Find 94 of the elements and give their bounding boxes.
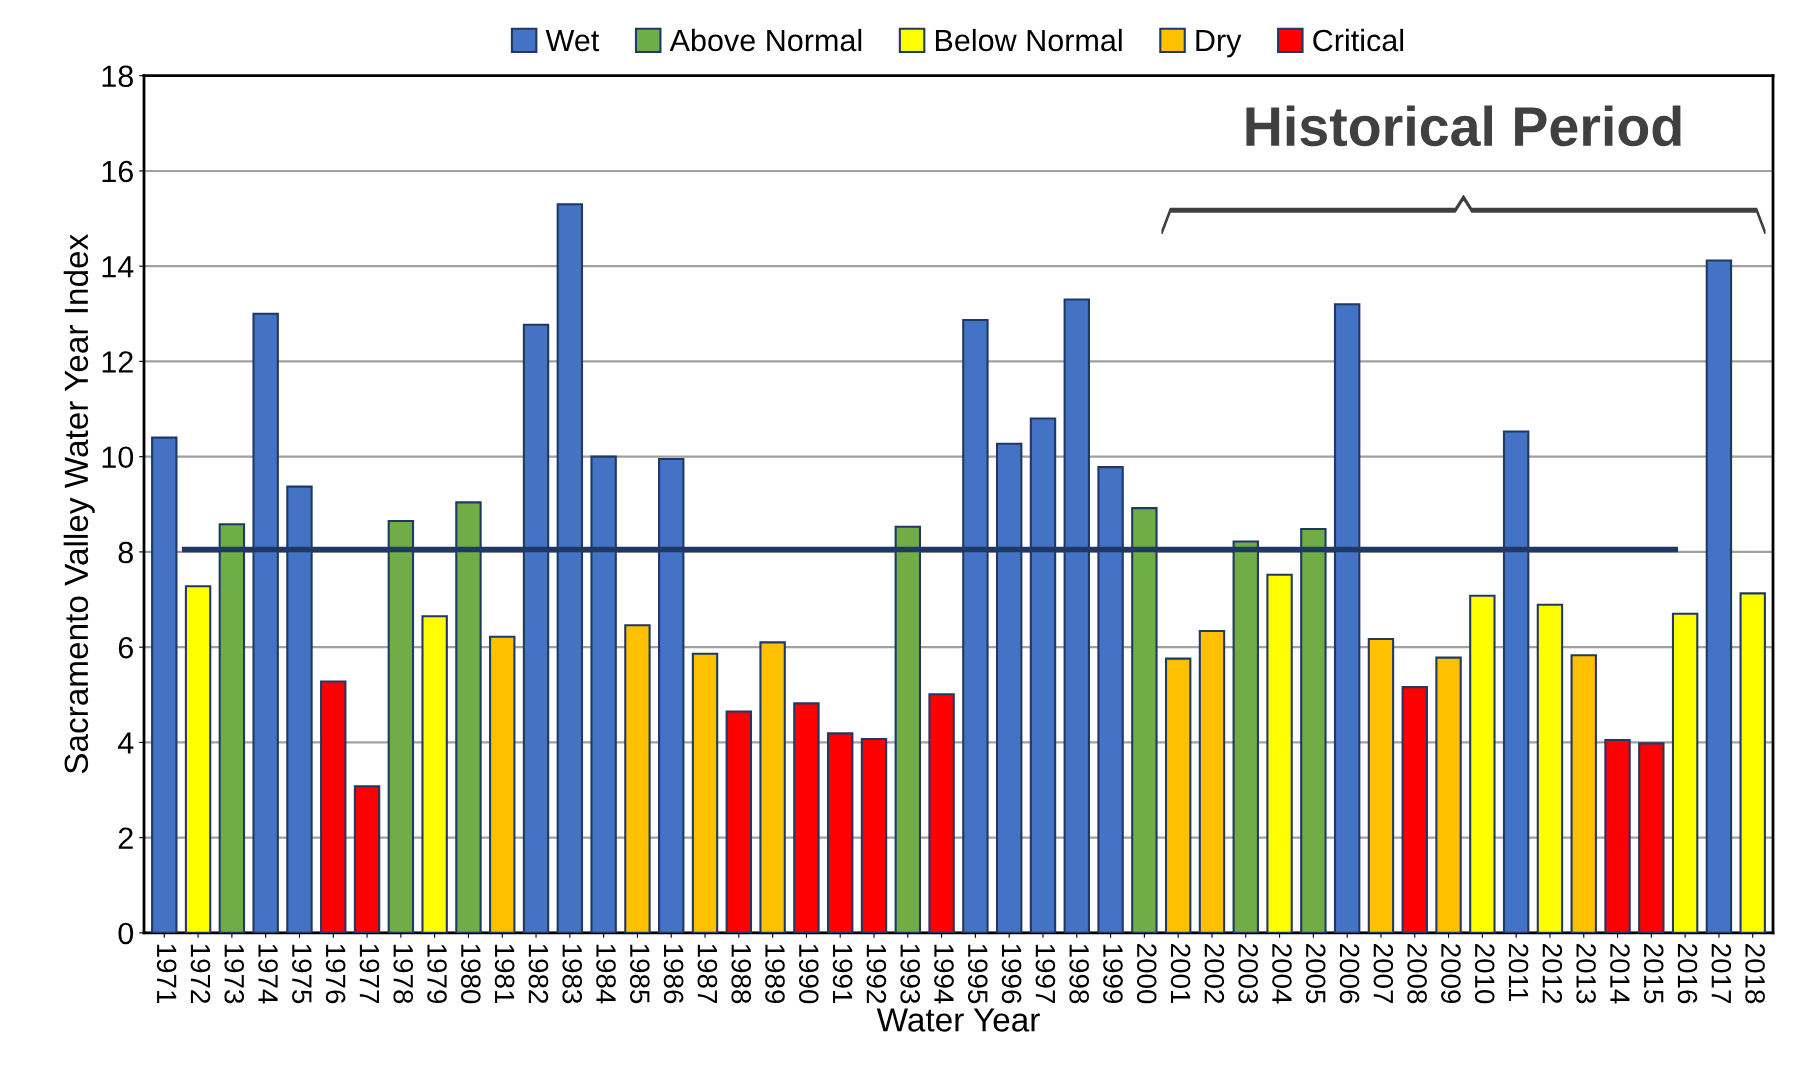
- bar: [1401, 686, 1428, 933]
- x-tick-label: 2016: [1677, 944, 1698, 1004]
- bar: [151, 436, 178, 933]
- x-tick-label: 2000: [1136, 944, 1157, 1004]
- x-tick-label: 1989: [765, 944, 785, 1004]
- bar: [489, 635, 516, 933]
- bar: [1198, 629, 1226, 933]
- bar: [624, 624, 651, 933]
- x-tick-label: 1992: [866, 944, 887, 1004]
- x-tick-label: 1999: [1103, 944, 1123, 1004]
- x-tick-label: 1978: [393, 944, 414, 1004]
- y-tick-label: 6: [118, 636, 133, 659]
- y-tick-label: 10: [102, 446, 134, 469]
- bar: [1570, 654, 1597, 933]
- bar: [691, 652, 719, 933]
- x-tick-label: 1993: [900, 944, 921, 1004]
- y-tick-label: 18: [102, 65, 133, 88]
- x-tick-label: 1982: [528, 944, 549, 1004]
- x-tick-label: 1987: [697, 944, 718, 1004]
- y-axis-title: Sacramento Valley Water Year Index: [63, 234, 95, 774]
- bar: [725, 710, 753, 933]
- x-tick-label: 1988: [731, 944, 752, 1004]
- legend-label: Below Normal: [935, 28, 1122, 52]
- y-tick-label: 16: [102, 160, 133, 183]
- bar: [1705, 259, 1733, 933]
- x-tick-label: 1997: [1035, 944, 1056, 1004]
- y-tick-label: 0: [118, 922, 134, 945]
- x-tick-label: 2008: [1407, 944, 1427, 1004]
- bar: [1536, 603, 1564, 933]
- x-tick-label: 1976: [325, 944, 346, 1004]
- x-tick-label: 2017: [1711, 944, 1732, 1004]
- x-tick-label: 2001: [1170, 944, 1191, 1004]
- x-tick-label: 2007: [1373, 944, 1394, 1004]
- x-tick-label: 1974: [258, 944, 278, 1004]
- x-tick-label: 2010: [1474, 944, 1495, 1004]
- legend-label: Wet: [545, 29, 600, 52]
- y-tick-label: 4: [117, 732, 134, 754]
- bar: [1739, 592, 1766, 933]
- legend-label: Dry: [1196, 29, 1242, 58]
- x-tick-label: 2004: [1272, 944, 1292, 1004]
- x-tick-label: 1983: [562, 944, 583, 1004]
- x-tick-label: 1994: [934, 944, 954, 1004]
- x-tick-label: 1972: [190, 944, 211, 1004]
- legend-label: Critical: [1313, 28, 1404, 52]
- bar: [860, 738, 888, 933]
- y-tick-label: 12: [102, 351, 133, 373]
- x-tick-label: 2009: [1441, 944, 1461, 1004]
- bar: [1671, 612, 1699, 933]
- x-tick-label: 1990: [798, 944, 819, 1004]
- x-tick-label: 1981: [494, 944, 515, 1004]
- bar: [421, 615, 448, 933]
- x-tick-label: 2014: [1610, 944, 1630, 1004]
- x-tick-label: 1986: [663, 944, 684, 1004]
- x-tick-label: 1998: [1069, 944, 1089, 1004]
- bar: [184, 585, 212, 933]
- bar: [1367, 638, 1395, 933]
- x-tick-label: 2003: [1238, 944, 1258, 1004]
- x-tick-label: 2005: [1305, 944, 1326, 1004]
- x-tick-label: 1971: [156, 944, 177, 1004]
- bar: [928, 693, 955, 933]
- bar: [353, 785, 381, 933]
- bar: [320, 680, 347, 933]
- bar: [827, 732, 854, 933]
- x-tick-label: 1979: [427, 944, 447, 1004]
- y-tick-label: 14: [102, 256, 134, 278]
- legend-label: Above Normal: [669, 28, 862, 52]
- x-axis-title: Water Year: [876, 1008, 1040, 1032]
- bar: [1266, 573, 1293, 933]
- bar: [1164, 657, 1192, 933]
- bar: [1604, 738, 1631, 933]
- x-tick-label: 1975: [292, 944, 312, 1004]
- bar: [1435, 656, 1462, 933]
- x-tick-label: 2002: [1204, 944, 1225, 1004]
- annotation: Historical Period: [1246, 105, 1681, 147]
- x-tick-label: 2013: [1576, 944, 1596, 1004]
- x-tick-label: 1980: [460, 944, 481, 1004]
- x-tick-label: 2011: [1508, 944, 1529, 1002]
- x-tick-label: 1995: [967, 944, 988, 1004]
- bar: [1469, 594, 1496, 933]
- y-tick-label: 8: [118, 541, 133, 564]
- x-tick-label: 1991: [832, 944, 853, 1004]
- x-tick-label: 2012: [1542, 944, 1563, 1004]
- bar: [759, 641, 786, 933]
- x-tick-label: 1985: [629, 944, 650, 1004]
- y-tick-label: 2: [118, 827, 133, 849]
- x-tick-label: 1984: [596, 944, 616, 1004]
- x-tick-label: 2015: [1643, 944, 1664, 1004]
- x-tick-label: 1973: [224, 944, 245, 1004]
- bar: [793, 702, 820, 933]
- x-tick-label: 2006: [1339, 944, 1360, 1004]
- x-tick-label: 2018: [1745, 944, 1765, 1004]
- bar: [1638, 742, 1665, 933]
- x-tick-label: 1977: [359, 944, 380, 1004]
- x-tick-label: 1996: [1001, 944, 1022, 1004]
